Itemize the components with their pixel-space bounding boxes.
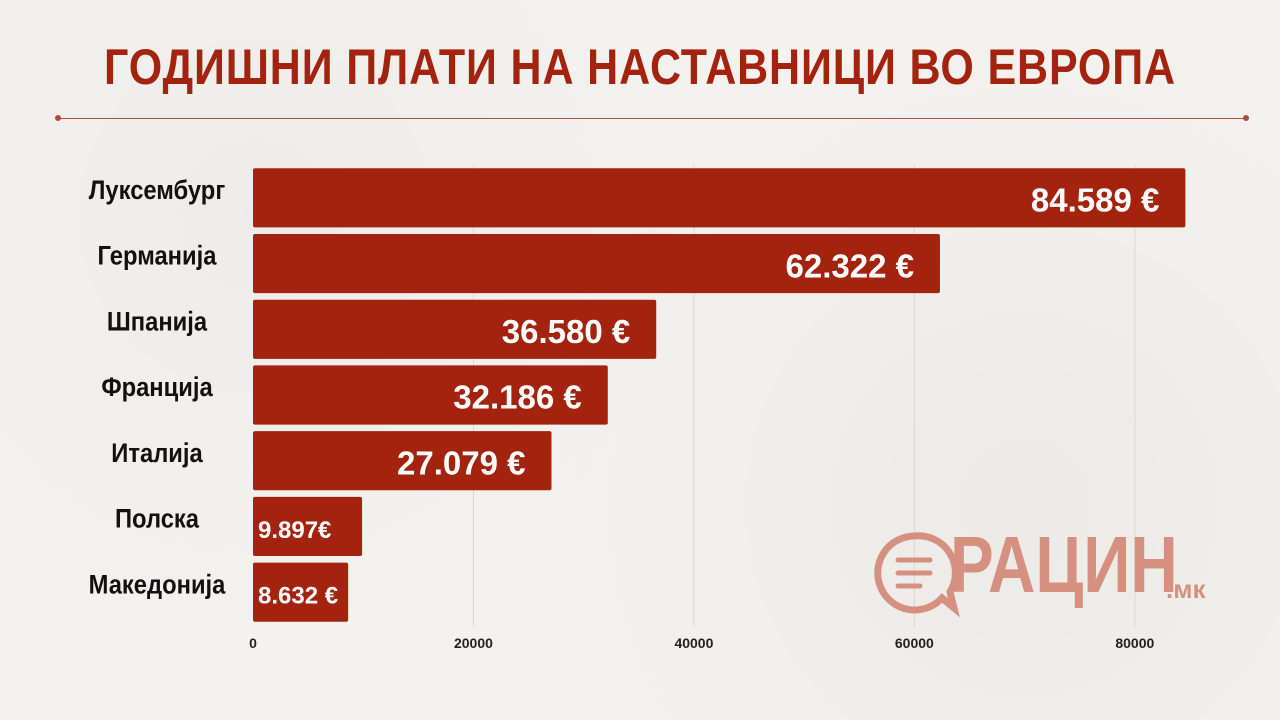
- category-label: Шпанија: [107, 307, 208, 337]
- bar: [253, 365, 608, 425]
- category-label: Франција: [101, 373, 213, 403]
- bar: [253, 496, 363, 556]
- chart-title: ГОДИШНИ ПЛАТИ НА НАСТАВНИЦИ ВО ЕВРОПА: [104, 39, 1176, 95]
- category-label: Луксембург: [89, 176, 225, 206]
- value-label: 32.186 €: [453, 379, 581, 416]
- value-label: 62.322 €: [785, 247, 913, 284]
- x-tick-label: 20000: [454, 635, 493, 651]
- divider-dot-right: [1243, 115, 1249, 121]
- x-tick-label: 80000: [1115, 635, 1154, 651]
- category-label: Полска: [115, 504, 200, 534]
- value-label: 8.632 €: [258, 582, 338, 609]
- bar: [253, 562, 349, 622]
- divider-dot-left: [55, 115, 61, 121]
- bar: [253, 299, 657, 359]
- value-label: 36.580 €: [502, 313, 630, 350]
- value-label: 27.079 €: [397, 444, 525, 481]
- category-label: Македонија: [89, 570, 227, 600]
- bar: [253, 431, 552, 491]
- speech-bubble-icon: [874, 532, 960, 618]
- x-tick-label: 60000: [895, 635, 934, 651]
- brand-name: РАЦИН: [950, 520, 1178, 609]
- bar: [253, 168, 1186, 228]
- category-label: Италија: [111, 438, 203, 468]
- x-tick-label: 40000: [674, 635, 713, 651]
- value-label: 84.589 €: [1031, 182, 1159, 219]
- title-divider: [58, 118, 1246, 119]
- value-label: 9.897€: [258, 517, 331, 544]
- x-tick-label: 0: [249, 635, 257, 651]
- category-label: Германија: [98, 241, 218, 271]
- brand-suffix: .мк: [1166, 574, 1206, 604]
- bar: [253, 234, 940, 294]
